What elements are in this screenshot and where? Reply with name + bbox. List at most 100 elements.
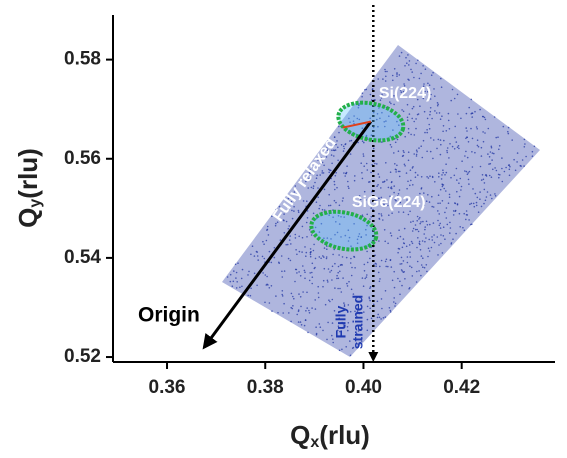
cloud-dot xyxy=(334,184,336,186)
cloud-dot xyxy=(310,248,312,250)
cloud-dot xyxy=(362,277,364,279)
cloud-dot xyxy=(350,262,352,264)
cloud-dot xyxy=(289,235,291,237)
cloud-dot xyxy=(524,139,526,141)
cloud-dot xyxy=(487,191,489,193)
cloud-dot xyxy=(383,317,385,319)
cloud-dot xyxy=(532,155,534,157)
cloud-dot xyxy=(347,181,349,183)
cloud-dot xyxy=(471,203,473,205)
y-tick-label: 0.58 xyxy=(64,49,101,70)
cloud-dot xyxy=(454,137,456,139)
cloud-dot xyxy=(434,181,436,183)
cloud-dot xyxy=(449,128,451,130)
cloud-dot xyxy=(447,152,449,154)
cloud-dot xyxy=(304,270,306,272)
cloud-dot xyxy=(305,255,307,257)
cloud-dot xyxy=(390,171,392,173)
cloud-dot xyxy=(443,125,445,127)
cloud-dot xyxy=(441,86,443,88)
cloud-dot xyxy=(379,317,381,319)
cloud-dot xyxy=(403,152,405,154)
cloud-dot xyxy=(440,139,442,141)
cloud-dot xyxy=(285,244,287,246)
cloud-dot xyxy=(423,233,425,235)
cloud-dot xyxy=(430,107,432,109)
cloud-dot xyxy=(404,164,406,166)
cloud-dot xyxy=(227,276,229,278)
cloud-dot xyxy=(385,71,387,73)
cloud-dot xyxy=(415,128,417,130)
cloud-dot xyxy=(367,306,369,308)
cloud-dot xyxy=(424,111,426,113)
cloud-dot xyxy=(394,287,396,289)
cloud-dot xyxy=(336,275,338,277)
cloud-dot xyxy=(447,147,449,149)
cloud-dot xyxy=(456,168,458,170)
cloud-dot xyxy=(264,302,266,304)
cloud-dot xyxy=(373,304,375,306)
cloud-dot xyxy=(524,146,526,148)
y-axis-label: Qy(rlu) xyxy=(13,148,44,228)
cloud-dot xyxy=(453,214,455,216)
y-tick-label: 0.54 xyxy=(64,247,101,268)
cloud-dot xyxy=(339,271,341,273)
cloud-dot xyxy=(464,170,466,172)
cloud-dot xyxy=(489,175,491,177)
cloud-dot xyxy=(316,201,318,203)
cloud-dot xyxy=(380,187,382,189)
cloud-dot xyxy=(468,141,470,143)
cloud-dot xyxy=(419,217,421,219)
cloud-dot xyxy=(300,296,302,298)
cloud-dot xyxy=(317,197,319,199)
cloud-dot xyxy=(265,274,267,276)
cloud-dot xyxy=(328,194,330,196)
cloud-dot xyxy=(396,75,398,77)
cloud-dot xyxy=(379,266,381,268)
cloud-dot xyxy=(295,237,297,239)
cloud-dot xyxy=(315,258,317,260)
cloud-dot xyxy=(457,146,459,148)
cloud-dot xyxy=(431,247,433,249)
cloud-dot xyxy=(326,256,328,258)
cloud-dot xyxy=(417,261,419,263)
cloud-dot xyxy=(336,187,338,189)
cloud-dot xyxy=(334,200,336,202)
y-tick-label: 0.56 xyxy=(64,148,101,169)
cloud-dot xyxy=(437,102,439,104)
cloud-dot xyxy=(254,255,256,257)
cloud-dot xyxy=(424,267,426,269)
cloud-dot xyxy=(382,219,384,221)
cloud-dot xyxy=(445,190,447,192)
cloud-dot xyxy=(330,170,332,172)
cloud-dot xyxy=(459,196,461,198)
cloud-dot xyxy=(464,155,466,157)
cloud-dot xyxy=(298,211,300,213)
cloud-dot xyxy=(438,213,440,215)
cloud-dot xyxy=(440,234,442,236)
cloud-dot xyxy=(467,157,469,159)
cloud-dot xyxy=(350,355,352,357)
cloud-dot xyxy=(425,68,427,70)
cloud-dot xyxy=(408,64,410,66)
cloud-dot xyxy=(294,281,296,283)
cloud-dot xyxy=(369,287,371,289)
cloud-dot xyxy=(314,268,316,270)
cloud-dot xyxy=(300,321,302,323)
cloud-dot xyxy=(371,216,373,218)
y-label-main: Q xyxy=(13,208,43,228)
x-label-sub: x xyxy=(310,434,319,451)
cloud-dot xyxy=(502,181,504,183)
cloud-dot xyxy=(298,210,300,212)
cloud-dot xyxy=(488,163,490,165)
cloud-dot xyxy=(504,171,506,173)
cloud-dot xyxy=(490,151,492,153)
cloud-dot xyxy=(437,210,439,212)
cloud-dot xyxy=(417,216,419,218)
cloud-dot xyxy=(403,242,405,244)
cloud-dot xyxy=(351,289,353,291)
cloud-dot xyxy=(385,162,387,164)
cloud-dot xyxy=(418,113,420,115)
cloud-dot xyxy=(236,287,238,289)
cloud-dot xyxy=(395,169,397,171)
